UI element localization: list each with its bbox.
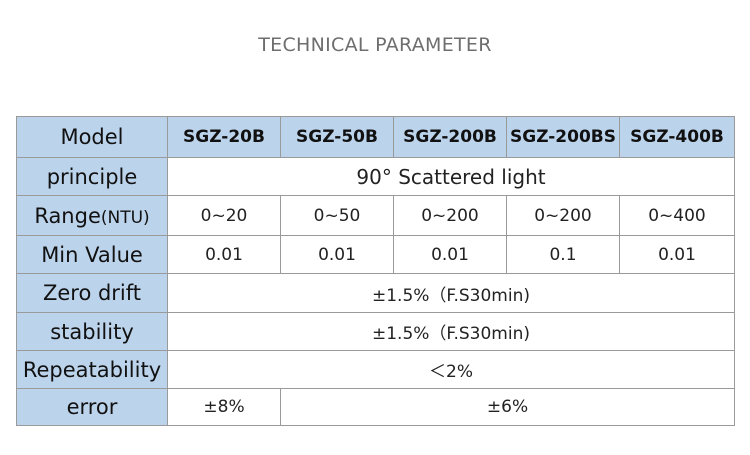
technical-parameter-table: Model SGZ-20B SGZ-50B SGZ-200B SGZ-200BS… <box>16 116 735 426</box>
table-row-range: Range(NTU) 0~20 0~50 0~200 0~200 0~400 <box>16 195 735 236</box>
min-value: 0.01 <box>619 235 735 274</box>
repeatability-value: ＜2% <box>167 350 735 389</box>
row-label-model: Model <box>16 116 168 158</box>
zero-drift-value: ±1.5%（F.S30min) <box>167 273 735 313</box>
model-cell: SGZ-400B <box>619 116 735 158</box>
range-value: 0~200 <box>506 195 620 236</box>
table-row-min-value: Min Value 0.01 0.01 0.01 0.1 0.01 <box>16 235 735 274</box>
range-value: 0~20 <box>167 195 281 236</box>
range-value: 0~200 <box>393 195 507 236</box>
row-label-min-value: Min Value <box>16 235 168 274</box>
range-value: 0~50 <box>280 195 394 236</box>
range-value: 0~400 <box>619 195 735 236</box>
model-cell: SGZ-50B <box>280 116 394 158</box>
row-label-stability: stability <box>16 312 168 351</box>
min-value: 0.01 <box>167 235 281 274</box>
model-cell: SGZ-200BS <box>506 116 620 158</box>
row-label-principle: principle <box>16 157 168 196</box>
row-label-range: Range(NTU) <box>16 195 168 236</box>
table-row-error: error ±8% ±6% <box>16 388 735 426</box>
error-value: ±8% <box>167 388 281 426</box>
table-row-repeatability: Repeatability ＜2% <box>16 350 735 389</box>
min-value: 0.01 <box>280 235 394 274</box>
table-row-principle: principle 90° Scattered light <box>16 157 735 196</box>
min-value: 0.01 <box>393 235 507 274</box>
row-label-repeatability: Repeatability <box>16 350 168 389</box>
table-row-model: Model SGZ-20B SGZ-50B SGZ-200B SGZ-200BS… <box>16 116 735 158</box>
model-cell: SGZ-200B <box>393 116 507 158</box>
principle-value: 90° Scattered light <box>167 157 735 196</box>
table-row-zero-drift: Zero drift ±1.5%（F.S30min) <box>16 273 735 313</box>
range-label-text: Range <box>34 203 101 228</box>
model-cell: SGZ-20B <box>167 116 281 158</box>
page-title: TECHNICAL PARAMETER <box>258 34 492 56</box>
stability-value: ±1.5%（F.S30min) <box>167 312 735 351</box>
row-label-error: error <box>16 388 168 426</box>
row-label-zero-drift: Zero drift <box>16 273 168 313</box>
table-row-stability: stability ±1.5%（F.S30min) <box>16 312 735 351</box>
error-value: ±6% <box>280 388 735 426</box>
range-unit: (NTU) <box>100 207 150 228</box>
min-value: 0.1 <box>506 235 620 274</box>
